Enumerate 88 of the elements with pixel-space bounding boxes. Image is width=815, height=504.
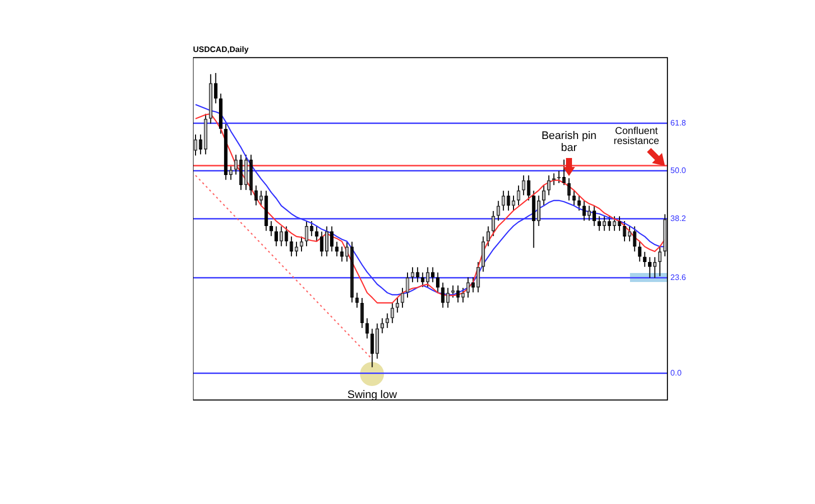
- candlestick: [542, 184, 546, 206]
- candlestick: [380, 318, 384, 334]
- candlestick: [562, 159, 566, 186]
- candlestick: [577, 195, 581, 212]
- annotation: Bearish pin bar: [540, 130, 598, 154]
- y-tick-label: 0.0: [670, 368, 682, 378]
- candlestick: [426, 266, 430, 288]
- candlestick: [481, 236, 485, 272]
- y-tick-label: 23.6: [670, 272, 687, 282]
- candlestick: [386, 312, 390, 328]
- annotation: Confluent resistance: [612, 126, 660, 147]
- candlestick: [284, 226, 288, 247]
- candlestick: [547, 174, 551, 196]
- candlestick: [536, 195, 540, 226]
- candlestick: [522, 174, 526, 196]
- candlestick: [416, 266, 420, 283]
- candlestick: [476, 261, 480, 293]
- candlestick: [335, 241, 339, 257]
- candlestick: [300, 236, 304, 252]
- candlestick: [612, 216, 616, 232]
- candlestick: [390, 302, 394, 324]
- candlestick: [320, 231, 324, 257]
- candlestick: [598, 216, 602, 232]
- candlestick: [310, 220, 314, 237]
- candlestick: [587, 205, 591, 222]
- candlestick: [406, 272, 410, 298]
- candlestick: [198, 134, 202, 155]
- candlestick: [532, 190, 536, 248]
- candlestick: [602, 216, 606, 232]
- candlestick: [430, 266, 435, 283]
- candlestick: [642, 251, 646, 268]
- candlestick: [502, 190, 506, 212]
- candlestick: [572, 190, 576, 206]
- candlestick: [294, 241, 298, 257]
- candlestick: [239, 154, 243, 190]
- candlestick: [628, 226, 632, 242]
- y-tick-label: 50.0: [670, 166, 687, 176]
- candlestick: [254, 184, 258, 206]
- candlestick: [512, 195, 516, 212]
- candlestick: [653, 256, 657, 278]
- candlestick: [244, 154, 248, 190]
- y-tick-label: 38.2: [670, 214, 687, 223]
- annotation: Swing low: [346, 389, 398, 402]
- y-tick-label: 61.8: [670, 118, 687, 128]
- candlestick: [340, 246, 344, 262]
- candlestick: [330, 226, 334, 252]
- candlestick: [269, 220, 273, 237]
- candlestick: [259, 190, 263, 206]
- candlestick: [456, 284, 460, 303]
- candlestick: [345, 241, 349, 262]
- candlestick: [486, 226, 490, 247]
- candlestick: [214, 72, 218, 104]
- candlestick: [436, 272, 440, 293]
- candlestick: [506, 190, 510, 212]
- candlestick: [461, 287, 465, 303]
- candlestick: [274, 226, 278, 247]
- candlestick: [466, 276, 470, 298]
- candlestick: [622, 220, 626, 242]
- candlestick: [290, 236, 294, 257]
- candlestick: [592, 205, 596, 226]
- candlestick: [582, 200, 586, 222]
- candlestick: [375, 323, 379, 360]
- candlestick: [370, 328, 374, 368]
- chart-title: USDCAD,Daily: [193, 45, 250, 54]
- candlestick: [516, 184, 520, 206]
- candlestick: [400, 287, 404, 308]
- candlestick: [526, 174, 530, 201]
- candlestick: [567, 178, 571, 201]
- candlestick: [234, 154, 238, 176]
- candlestick: [638, 241, 642, 262]
- candlestick: [658, 246, 662, 277]
- candlestick: [280, 226, 284, 247]
- candlestick: [229, 164, 233, 180]
- candlestick: [355, 292, 359, 308]
- candlestick: [304, 220, 308, 247]
- candlestick: [446, 287, 450, 308]
- candlestick: [492, 210, 496, 237]
- candlestick: [608, 216, 612, 232]
- candlestick: [365, 318, 369, 339]
- candlestick: [360, 298, 364, 328]
- candlestick: [410, 266, 414, 283]
- candlestick: [441, 282, 445, 308]
- candlestick: [471, 276, 475, 293]
- candlestick: [648, 256, 652, 278]
- candlestick: [632, 226, 636, 252]
- candlestick: [496, 200, 500, 222]
- candlestick: [618, 216, 622, 232]
- candlestick: [314, 226, 318, 242]
